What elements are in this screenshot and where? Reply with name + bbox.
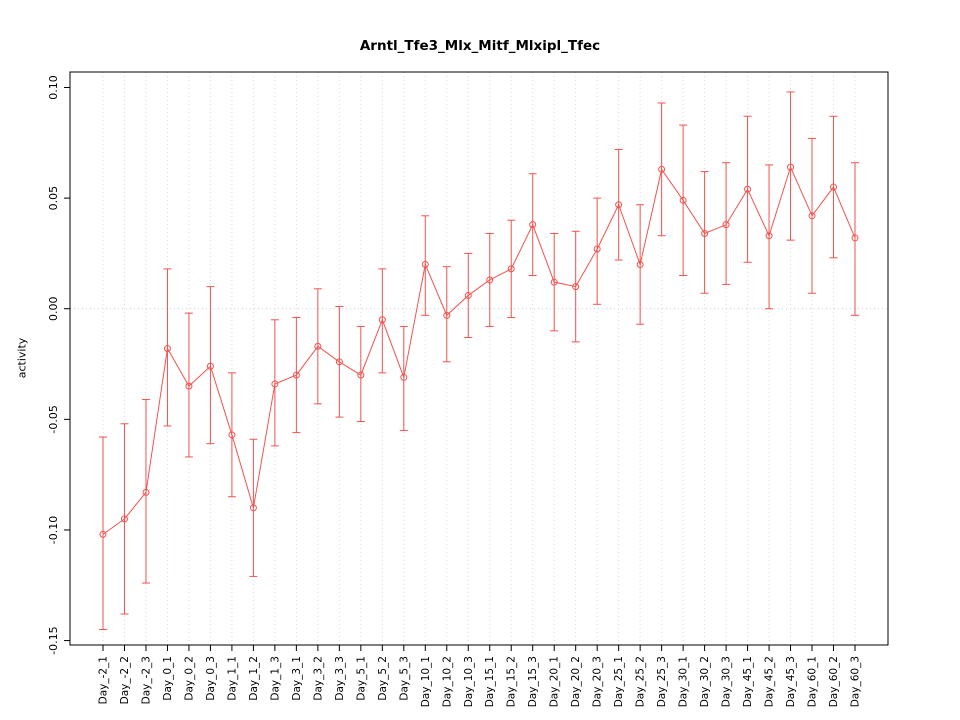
x-tick-label: Day_3_3 bbox=[334, 656, 346, 701]
data-point bbox=[679, 196, 687, 204]
data-point bbox=[722, 221, 730, 229]
x-tick-label: Day_0_1 bbox=[162, 656, 174, 701]
x-tick-label: Day_20_2 bbox=[570, 656, 582, 707]
x-tick-label: Day_3_1 bbox=[291, 656, 303, 701]
data-point bbox=[335, 358, 343, 366]
x-tick-label: Day_45_3 bbox=[785, 656, 797, 707]
data-point bbox=[142, 488, 150, 496]
x-tick-label: Day_25_2 bbox=[635, 656, 647, 707]
data-point bbox=[249, 504, 257, 512]
data-point bbox=[529, 221, 537, 229]
x-tick-label: Day_5_1 bbox=[355, 656, 367, 701]
data-point bbox=[658, 165, 666, 173]
x-tick-label: Day_60_1 bbox=[807, 656, 819, 707]
data-point bbox=[486, 276, 494, 284]
data-point bbox=[378, 316, 386, 324]
x-tick-label: Day_0_3 bbox=[205, 656, 217, 701]
data-point bbox=[357, 371, 365, 379]
x-tick-label: Day_60_3 bbox=[850, 656, 862, 707]
data-point bbox=[120, 515, 128, 523]
x-tick-label: Day_30_3 bbox=[721, 656, 733, 707]
x-tick-label: Day_5_2 bbox=[377, 656, 389, 701]
data-point bbox=[292, 371, 300, 379]
x-tick-label: Day_15_3 bbox=[527, 656, 539, 707]
data-point bbox=[593, 245, 601, 253]
data-point bbox=[421, 260, 429, 268]
error-bars bbox=[99, 91, 859, 631]
data-point bbox=[830, 183, 838, 191]
data-point bbox=[787, 163, 795, 171]
x-tick-label: Day_-2_2 bbox=[119, 656, 131, 704]
data-point bbox=[851, 234, 859, 242]
x-tick-label: Day_5_3 bbox=[398, 656, 410, 701]
x-tick-label: Day_45_1 bbox=[742, 656, 754, 707]
data-point bbox=[400, 373, 408, 381]
data-point bbox=[99, 530, 107, 538]
x-tick-label: Day_25_1 bbox=[613, 656, 625, 707]
data-point bbox=[228, 431, 236, 439]
x-tick-label: Day_10_1 bbox=[420, 656, 432, 707]
y-tick-label: 0.05 bbox=[47, 186, 60, 211]
data-point bbox=[636, 260, 644, 268]
y-tick-label: -0.05 bbox=[47, 405, 60, 433]
data-points bbox=[99, 163, 859, 538]
y-tick-label: 0.10 bbox=[47, 75, 60, 100]
data-point bbox=[615, 201, 623, 209]
data-point bbox=[701, 230, 709, 238]
x-tick-label: Day_30_2 bbox=[699, 656, 711, 707]
x-tick-label: Day_1_3 bbox=[269, 656, 281, 701]
x-tick-label: Day_10_3 bbox=[463, 656, 475, 707]
x-tick-label: Day_1_1 bbox=[226, 656, 238, 701]
x-tick-label: Day_10_2 bbox=[441, 656, 453, 707]
data-point bbox=[314, 342, 322, 350]
x-tick-label: Day_-2_3 bbox=[140, 656, 152, 704]
data-point bbox=[206, 362, 214, 370]
y-tick-label: 0.00 bbox=[47, 296, 60, 321]
x-tick-label: Day_20_1 bbox=[549, 656, 561, 707]
x-tick-label: Day_3_2 bbox=[312, 656, 324, 701]
data-point bbox=[163, 345, 171, 353]
y-tick-label: -0.15 bbox=[47, 626, 60, 654]
y-tick-label: -0.10 bbox=[47, 516, 60, 544]
x-tick-label: Day_1_2 bbox=[248, 656, 260, 701]
data-point bbox=[572, 283, 580, 291]
plot-frame bbox=[69, 71, 889, 646]
data-point bbox=[185, 382, 193, 390]
y-axis-title: activity bbox=[15, 337, 29, 379]
x-tick-label: Day_-2_1 bbox=[98, 656, 110, 704]
x-tick-label: Day_45_2 bbox=[764, 656, 776, 707]
data-point bbox=[271, 380, 279, 388]
data-point bbox=[507, 265, 515, 273]
chart-title: Arntl_Tfe3_Mlx_Mitf_Mlxipl_Tfec bbox=[359, 38, 601, 54]
x-tick-label: Day_15_1 bbox=[484, 656, 496, 707]
x-tick-label: Day_30_1 bbox=[678, 656, 690, 707]
axes: -0.15 -0.10 -0.05 0.00 0.05 0.10 Day_-2_1 Day_-… bbox=[47, 71, 889, 707]
x-tick-label: Day_60_2 bbox=[828, 656, 840, 707]
data-point bbox=[808, 212, 816, 220]
data-point bbox=[744, 185, 752, 193]
x-tick-label: Day_15_2 bbox=[506, 656, 518, 707]
x-tick-label: Day_25_3 bbox=[656, 656, 668, 707]
data-point bbox=[765, 232, 773, 240]
data-point bbox=[550, 278, 558, 286]
data-point bbox=[464, 291, 472, 299]
x-tick-label: Day_20_3 bbox=[592, 656, 604, 707]
series-line bbox=[102, 165, 856, 535]
gridlines bbox=[70, 72, 888, 645]
x-tick-label: Day_0_2 bbox=[183, 656, 195, 701]
data-point bbox=[443, 311, 451, 319]
